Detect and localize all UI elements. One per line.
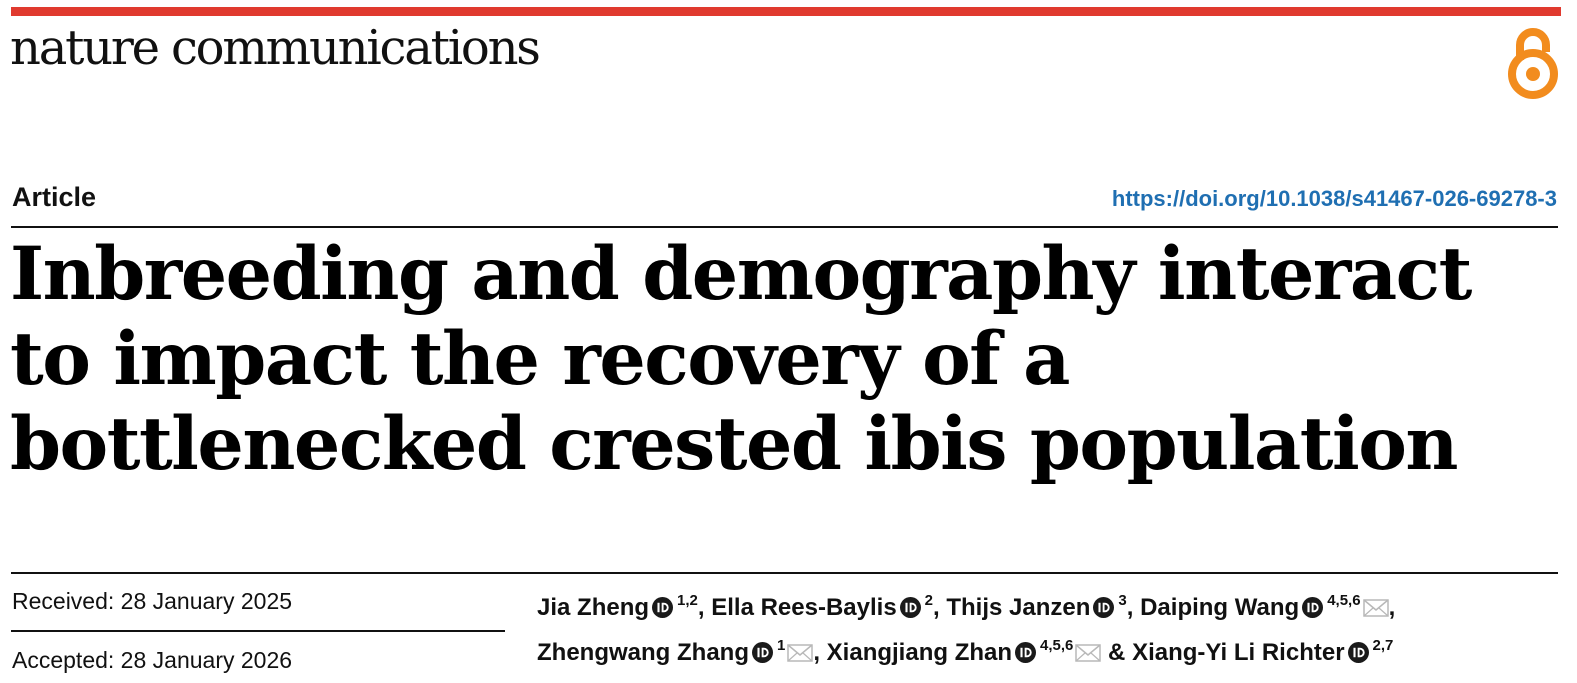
open-access-keyhole — [1526, 67, 1540, 81]
author-name[interactable]: Daiping Wang — [1140, 594, 1300, 621]
author-name[interactable]: Jia Zheng — [537, 594, 650, 621]
meta-divider — [11, 572, 1558, 574]
email-icon[interactable] — [787, 643, 814, 663]
article-type-label: Article — [12, 182, 97, 212]
orcid-icon[interactable] — [751, 642, 773, 663]
orcid-icon[interactable] — [1302, 597, 1324, 618]
accepted-date: Accepted: 28 January 2026 — [12, 647, 293, 673]
author-name[interactable]: Ella Rees-Baylis — [711, 594, 897, 621]
brand-top-bar — [11, 7, 1561, 16]
journal-name: nature communications — [10, 20, 541, 76]
author-separator: , — [1388, 594, 1396, 621]
article-title: Inbreeding and demography interact to im… — [10, 231, 1472, 487]
author-entry: Daiping Wang 4,5,6 — [1140, 592, 1389, 621]
email-icon[interactable] — [1075, 643, 1102, 663]
author-name[interactable]: Thijs Janzen — [946, 594, 1091, 621]
author-affiliations: 2 — [924, 592, 934, 609]
open-access-ring — [1508, 49, 1558, 99]
orcid-icon[interactable] — [652, 597, 674, 618]
author-entry: Xiangjiang Zhan 4,5,6 — [826, 637, 1102, 666]
author-separator: , — [933, 594, 947, 621]
author-separator: , — [697, 594, 712, 621]
orcid-icon[interactable] — [899, 597, 921, 618]
author-affiliations: 4,5,6 — [1040, 637, 1074, 654]
author-list: Jia Zheng 1,2, Ella Rees-Baylis 2, Thijs J… — [537, 582, 1567, 672]
author-name[interactable]: Xiang-Yi Li Richter — [1132, 639, 1345, 666]
author-affiliations: 4,5,6 — [1327, 592, 1361, 609]
dates-divider — [11, 630, 505, 632]
orcid-icon[interactable] — [1093, 597, 1115, 618]
author-entry: Zhengwang Zhang 1 — [537, 637, 814, 666]
doi-link[interactable]: https://doi.org/10.1038/s41467-026-69278… — [1111, 186, 1557, 211]
author-affiliations: 2,7 — [1372, 637, 1394, 654]
author-separator: , — [1126, 594, 1141, 621]
author-name[interactable]: Zhengwang Zhang — [537, 639, 749, 666]
author-entry: Ella Rees-Baylis 2 — [711, 592, 934, 621]
author-entry: Thijs Janzen 3 — [946, 592, 1127, 621]
author-name[interactable]: Xiangjiang Zhan — [826, 639, 1013, 666]
author-affiliations: 3 — [1118, 592, 1127, 609]
author-affiliations: 1,2 — [677, 592, 698, 609]
author-separator: , — [813, 639, 827, 666]
author-affiliations: 1 — [776, 637, 786, 654]
orcid-icon[interactable] — [1347, 642, 1369, 663]
author-entry: Xiang-Yi Li Richter 2,7 — [1132, 637, 1394, 666]
open-access-lock-icon — [1508, 28, 1558, 99]
author-separator: & — [1101, 639, 1133, 666]
author-entry: Jia Zheng 1,2 — [537, 592, 698, 621]
open-access-shackle — [1516, 28, 1550, 60]
email-icon[interactable] — [1362, 598, 1389, 618]
orcid-icon[interactable] — [1015, 642, 1037, 663]
title-divider — [11, 226, 1558, 228]
received-date: Received: 28 January 2025 — [12, 588, 293, 614]
